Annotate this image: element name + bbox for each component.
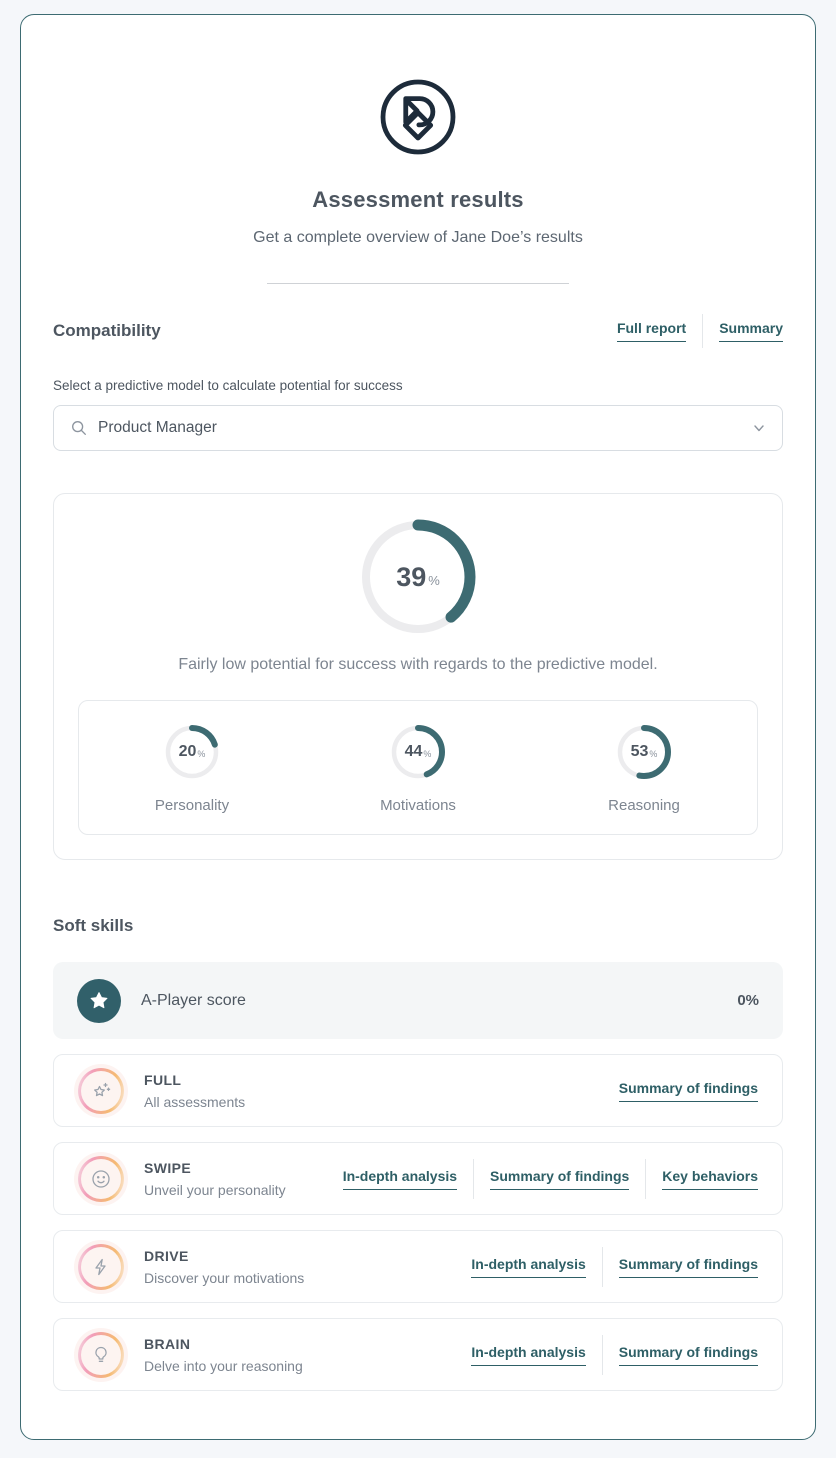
assessment-name: FULL <box>144 1071 182 1088</box>
overall-score-unit: % <box>428 572 440 588</box>
motivations-donut: 44 % <box>389 723 447 781</box>
assessment-row-full: FULL All assessments Summary of findings <box>53 1054 783 1127</box>
in-depth-analysis-link[interactable]: In-depth analysis <box>471 1344 586 1366</box>
assessment-description: Delve into your reasoning <box>144 1357 303 1374</box>
a-player-score-row: A-Player score 0% <box>53 962 783 1039</box>
header-divider <box>267 283 569 284</box>
assessment-description: Unveil your personality <box>144 1181 286 1198</box>
personality-value: 20 <box>178 743 197 760</box>
a-player-score-value: 0% <box>737 992 759 1009</box>
soft-skills-heading: Soft skills <box>53 916 134 935</box>
links-divider <box>645 1158 647 1199</box>
assessment-row-swipe: SWIPE Unveil your personality In-depth a… <box>53 1142 783 1215</box>
score-breakdown-card: 20 % Personality 44 % Mot <box>78 700 758 835</box>
predictive-model-select[interactable]: Product Manager <box>53 405 783 451</box>
breakdown-reasoning: 53 % Reasoning <box>531 723 757 814</box>
breakdown-motivations: 44 % Motivations <box>305 723 531 814</box>
motivations-label: Motivations <box>380 797 456 814</box>
summary-of-findings-link[interactable]: Summary of findings <box>618 1256 758 1278</box>
overall-score-value: 39 <box>396 561 427 592</box>
key-behaviors-link[interactable]: Key behaviors <box>662 1168 758 1190</box>
summary-of-findings-link[interactable]: Summary of findings <box>618 1080 758 1102</box>
personality-donut: 20 % <box>163 723 221 781</box>
breakdown-personality: 20 % Personality <box>79 723 305 814</box>
assessment-name: BRAIN <box>144 1335 191 1352</box>
page-title: Assessment results <box>312 187 524 212</box>
links-divider <box>702 314 704 348</box>
motivations-unit: % <box>423 749 432 759</box>
reasoning-label: Reasoning <box>608 797 680 814</box>
assessment-description: Discover your motivations <box>144 1269 305 1286</box>
reasoning-value: 53 <box>630 743 649 760</box>
brand-logo-icon <box>380 79 456 155</box>
assessment-row-drive: DRIVE Discover your motivations In-depth… <box>53 1230 783 1303</box>
page-subtitle: Get a complete overview of Jane Doe’s re… <box>253 229 583 246</box>
bulb-icon <box>78 1331 124 1378</box>
compatibility-heading: Compatibility <box>53 321 161 340</box>
assessment-description: All assessments <box>144 1093 246 1110</box>
a-player-score-label: A-Player score <box>141 991 246 1009</box>
star-sparkle-icon <box>78 1067 124 1114</box>
summary-of-findings-link[interactable]: Summary of findings <box>490 1168 630 1190</box>
summary-of-findings-link[interactable]: Summary of findings <box>618 1344 758 1366</box>
assessment-row-brain: BRAIN Delve into your reasoning In-depth… <box>53 1318 783 1391</box>
in-depth-analysis-link[interactable]: In-depth analysis <box>471 1256 586 1278</box>
personality-label: Personality <box>154 797 230 814</box>
links-divider <box>473 1158 475 1199</box>
search-icon <box>72 421 86 435</box>
chevron-down-icon <box>754 425 764 432</box>
full-report-link[interactable]: Full report <box>616 320 687 342</box>
predictive-model-label: Select a predictive model to calculate p… <box>53 378 403 393</box>
motivations-value: 44 <box>404 743 423 760</box>
bolt-icon <box>78 1243 124 1290</box>
assessment-name: DRIVE <box>144 1247 189 1264</box>
predictive-model-value: Product Manager <box>98 419 217 436</box>
star-icon <box>77 978 121 1023</box>
assessment-name: SWIPE <box>144 1159 192 1176</box>
reasoning-donut: 53 % <box>615 723 673 781</box>
smiley-icon <box>78 1155 124 1202</box>
compatibility-score-card: 39 % Fairly low potential for success wi… <box>53 493 783 860</box>
assessment-results-card: Assessment results Get a complete overvi… <box>20 14 816 1440</box>
in-depth-analysis-link[interactable]: In-depth analysis <box>342 1168 458 1190</box>
summary-link[interactable]: Summary <box>719 320 783 342</box>
reasoning-unit: % <box>649 749 658 759</box>
links-divider <box>601 1246 603 1287</box>
overall-score-description: Fairly low potential for success with re… <box>178 656 658 673</box>
personality-unit: % <box>197 749 206 759</box>
links-divider <box>601 1334 603 1375</box>
overall-score-donut: 39 % <box>357 516 479 638</box>
